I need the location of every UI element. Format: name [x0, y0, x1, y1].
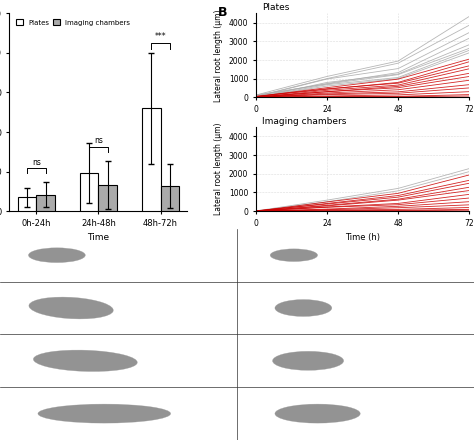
Y-axis label: Lateral root length (μm): Lateral root length (μm)	[214, 123, 223, 215]
X-axis label: Time (h): Time (h)	[345, 233, 380, 242]
Bar	[36, 194, 55, 211]
Bar	[99, 185, 117, 211]
Bar	[18, 197, 36, 211]
Text: Plates: Plates	[262, 4, 290, 12]
Bar	[161, 186, 179, 211]
Ellipse shape	[33, 350, 137, 371]
Text: 48h: 48h	[451, 351, 465, 357]
Text: 72h: 72h	[451, 404, 465, 410]
Text: 24h: 24h	[214, 298, 228, 304]
Ellipse shape	[273, 351, 344, 370]
Text: 48h: 48h	[214, 351, 228, 357]
Ellipse shape	[275, 404, 360, 423]
Text: ns: ns	[32, 158, 41, 167]
Text: NPSN12-YFP: NPSN12-YFP	[242, 425, 279, 429]
Text: NPSN12-YFP: NPSN12-YFP	[5, 425, 42, 429]
Ellipse shape	[275, 300, 332, 316]
Ellipse shape	[29, 297, 113, 319]
Ellipse shape	[270, 249, 318, 261]
Text: 0h: 0h	[219, 246, 228, 252]
Text: 0h: 0h	[456, 246, 465, 252]
Text: ns: ns	[94, 136, 103, 146]
Text: 72h: 72h	[214, 404, 228, 410]
Bar	[80, 173, 99, 211]
Bar	[142, 108, 161, 211]
Legend: Plates, Imaging chambers: Plates, Imaging chambers	[13, 17, 133, 28]
X-axis label: Time: Time	[87, 233, 109, 242]
Text: 24h: 24h	[451, 298, 465, 304]
Text: C: C	[5, 233, 13, 243]
Text: Imaging chambers: Imaging chambers	[262, 117, 346, 126]
Text: ***: ***	[155, 32, 166, 41]
Ellipse shape	[38, 404, 171, 423]
Text: B: B	[218, 7, 227, 19]
Y-axis label: Lateral root length (μm): Lateral root length (μm)	[214, 9, 223, 102]
Ellipse shape	[28, 248, 85, 263]
